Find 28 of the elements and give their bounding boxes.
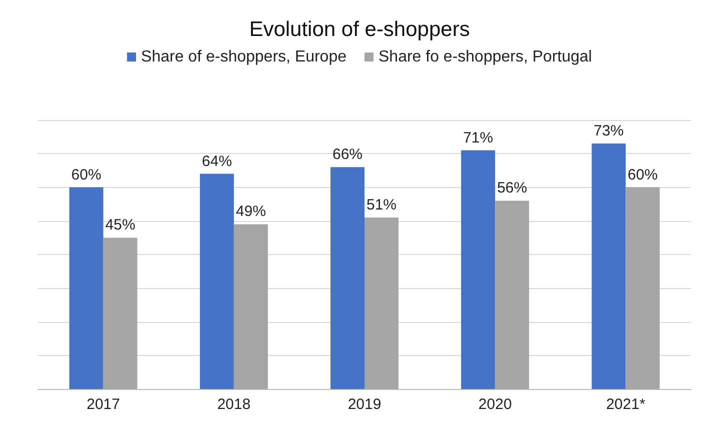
data-label: 66% [332, 146, 363, 164]
x-tick-label: 2018 [217, 396, 251, 413]
data-label: 64% [202, 152, 232, 170]
data-label: 51% [366, 196, 397, 214]
x-tick-label: 2017 [86, 396, 120, 413]
bar [330, 167, 364, 389]
legend-label: Share of e-shoppers, Europe [141, 48, 347, 66]
bar [364, 218, 398, 389]
data-label: 56% [497, 180, 528, 197]
legend-label: Share fo e-shoppers, Portugal [378, 48, 592, 66]
data-label: 49% [236, 203, 266, 220]
bar [69, 187, 104, 389]
bar [200, 174, 234, 389]
data-label: 45% [105, 216, 136, 234]
data-label: 73% [594, 122, 624, 140]
bar [103, 238, 138, 389]
data-label: 71% [463, 129, 494, 146]
chart-title: Evolution of e-shoppers [249, 18, 470, 41]
x-tick-label: 2021* [606, 396, 646, 413]
bar [234, 224, 268, 389]
bar [461, 150, 496, 389]
bar [626, 187, 660, 389]
bar [495, 200, 530, 389]
data-label: 60% [71, 166, 102, 184]
data-label: 60% [628, 166, 658, 184]
x-tick-label: 2019 [348, 396, 382, 413]
bar [592, 144, 626, 389]
x-tick-label: 2020 [478, 396, 512, 413]
